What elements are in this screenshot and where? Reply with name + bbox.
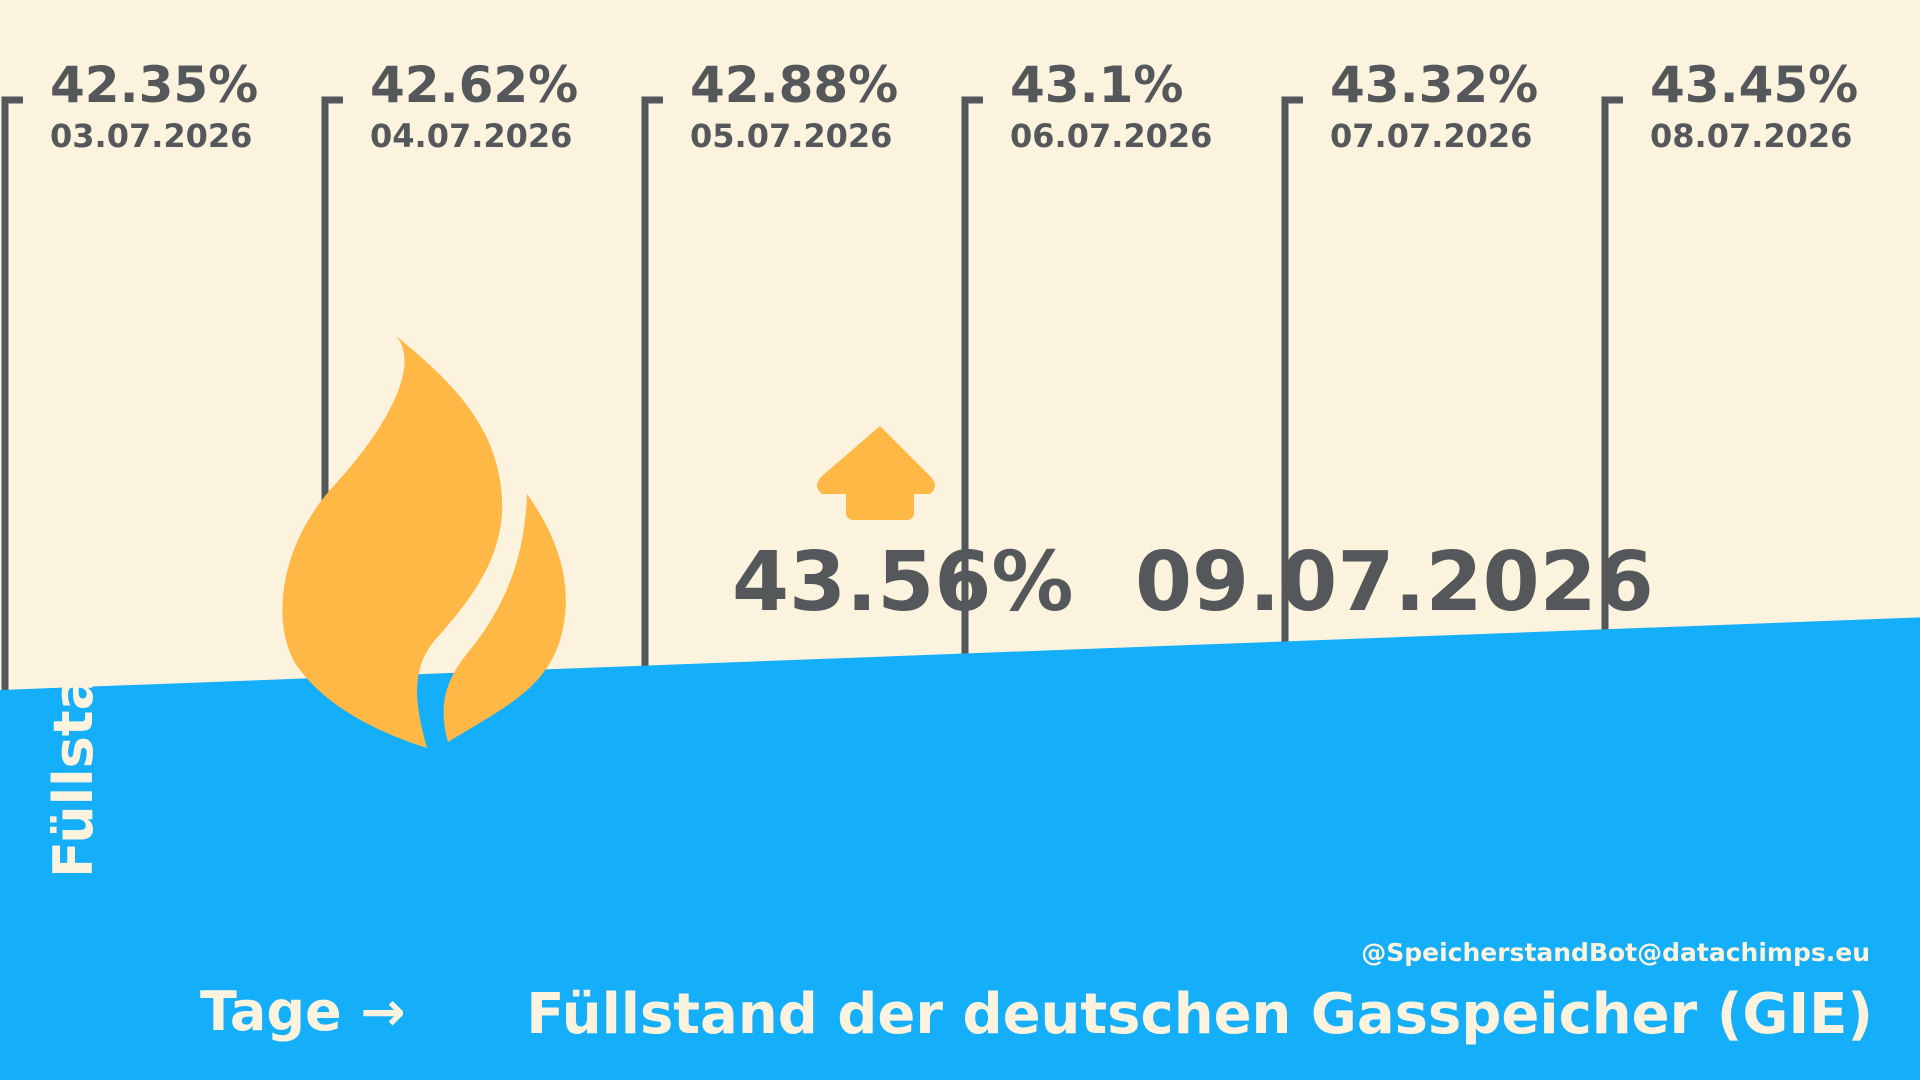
y-axis-label: Füllstand → (42, 533, 105, 878)
bar-value-label: 43.32% (1330, 56, 1538, 114)
day-labels: 42.35%03.07.2026 42.62%04.07.2026 42.88%05… (50, 56, 1858, 155)
bar-value-label: 42.62% (370, 56, 578, 114)
current-value: 43.56% (732, 535, 1074, 630)
bar-date-label: 08.07.2026 (1650, 117, 1852, 155)
bar-date-label: 05.07.2026 (690, 117, 892, 155)
chart-title: Füllstand der deutschen Gasspeicher (GIE… (526, 982, 1873, 1047)
bar-value-label: 42.35% (50, 56, 258, 114)
flame-icon (282, 335, 566, 748)
arrow-up-icon (817, 426, 935, 520)
current-date: 09.07.2026 (1135, 535, 1654, 630)
current-value-group: 43.56% 09.07.2026 (732, 535, 1654, 630)
x-axis-label: Tage → (200, 980, 406, 1043)
bar-value-label: 43.1% (1010, 56, 1183, 114)
bar-date-label: 06.07.2026 (1010, 117, 1212, 155)
bar-date-label: 04.07.2026 (370, 117, 572, 155)
bar-date-label: 07.07.2026 (1330, 117, 1532, 155)
fill-level-area (0, 617, 1920, 1080)
bar-value-label: 42.88% (690, 56, 898, 114)
bar-value-label: 43.45% (1650, 56, 1858, 114)
bar-date-label: 03.07.2026 (50, 117, 252, 155)
credit-handle: @SpeicherstandBot@datachimps.eu (1361, 938, 1870, 967)
